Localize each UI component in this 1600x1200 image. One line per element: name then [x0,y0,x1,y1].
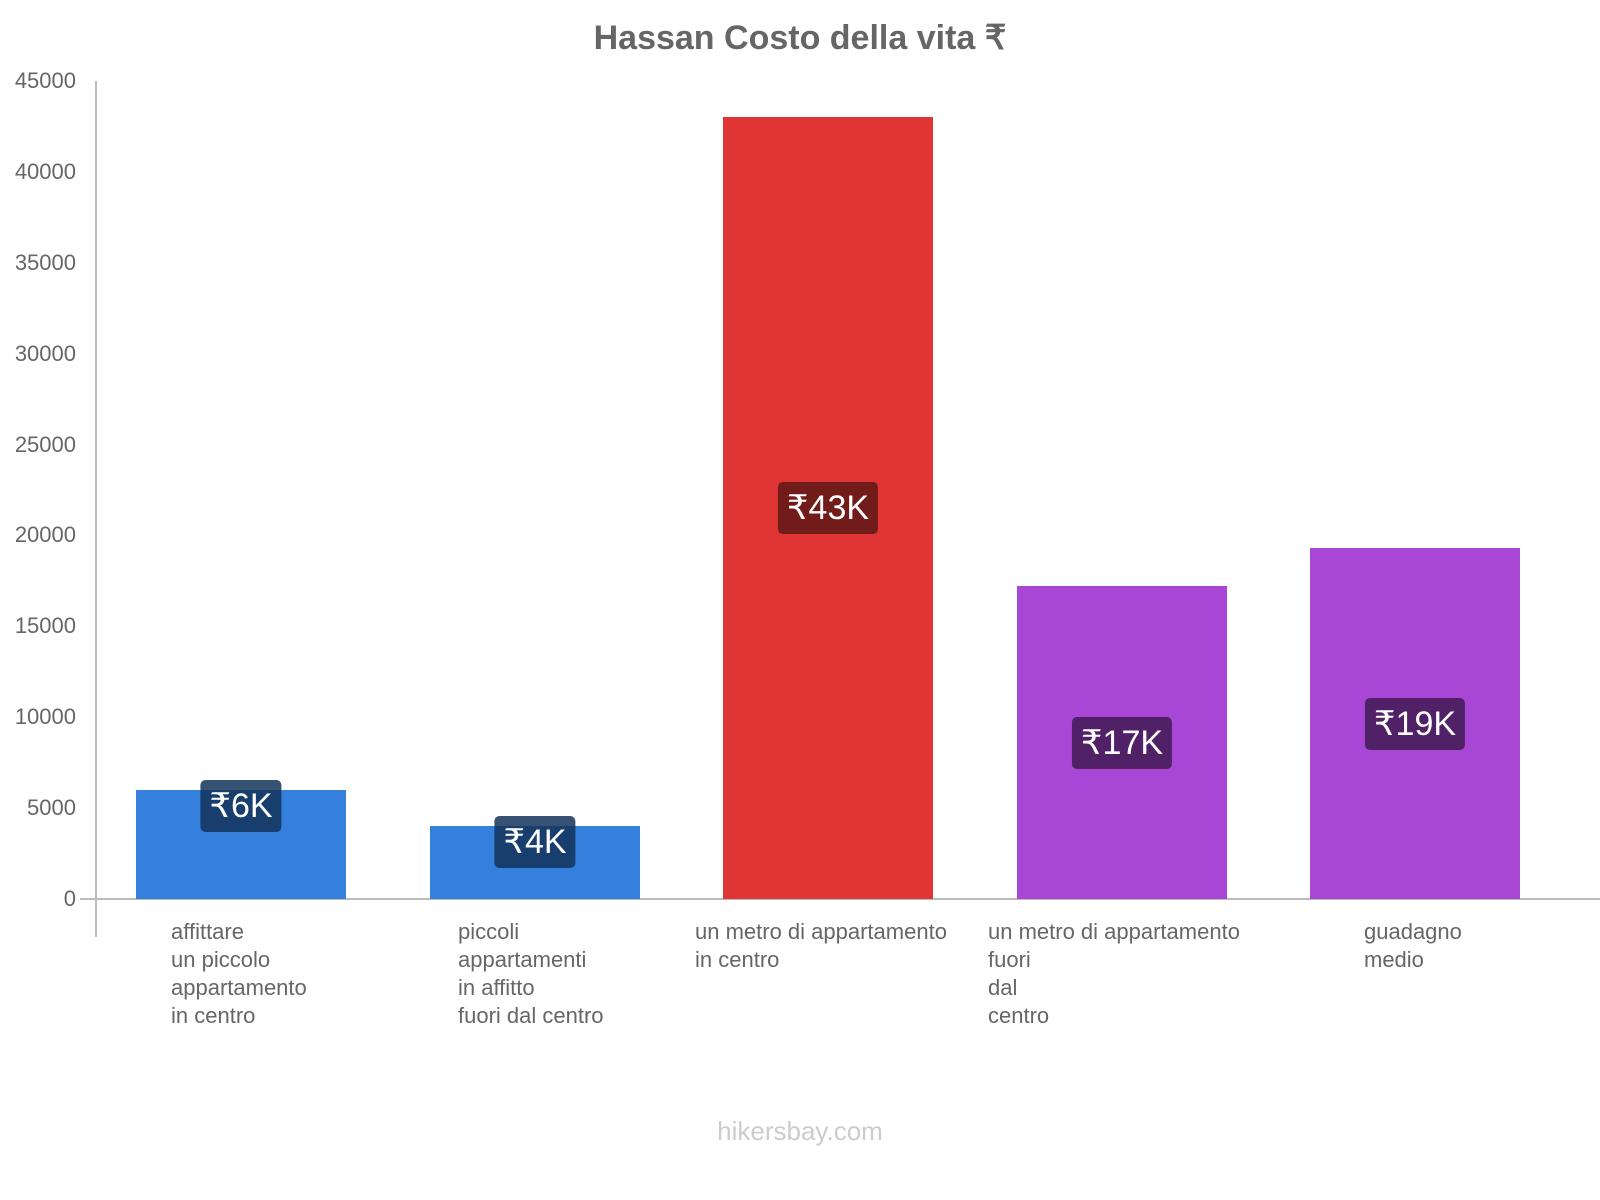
value-label: ₹43K [777,482,879,535]
x-category-label: guadagno medio [1364,919,1462,972]
y-tick-label: 30000 [14,340,76,366]
y-tick-label: 10000 [14,704,76,730]
y-tick-label: 0 [63,886,76,911]
y-tick-label: 35000 [14,249,76,275]
value-label: ₹4K [494,816,576,869]
y-tick-label: 25000 [14,431,76,457]
value-label: ₹17K [1071,716,1173,769]
x-category-label: affittare un piccolo appartamento in cen… [171,919,307,1028]
chart-title: Hassan Costo della vita ₹ [593,19,1007,57]
y-tick-label: 20000 [14,522,76,548]
x-axis-line [80,898,1600,900]
value-label: ₹6K [200,779,282,832]
x-category-label: un metro di appartamento fuori dal centr… [988,919,1240,1028]
value-label: ₹19K [1364,697,1466,750]
y-tick-label: 5000 [27,795,76,821]
y-tick-label: 40000 [14,158,76,184]
y-tick-label: 15000 [14,613,76,639]
footer-watermark: hikersbay.com [717,1116,883,1146]
x-category-label: piccoli appartamenti in affitto fuori da… [458,919,604,1028]
y-tick-label: 45000 [14,68,76,93]
x-category-label: un metro di appartamento in centro [695,919,947,972]
y-axis-line [95,81,97,937]
